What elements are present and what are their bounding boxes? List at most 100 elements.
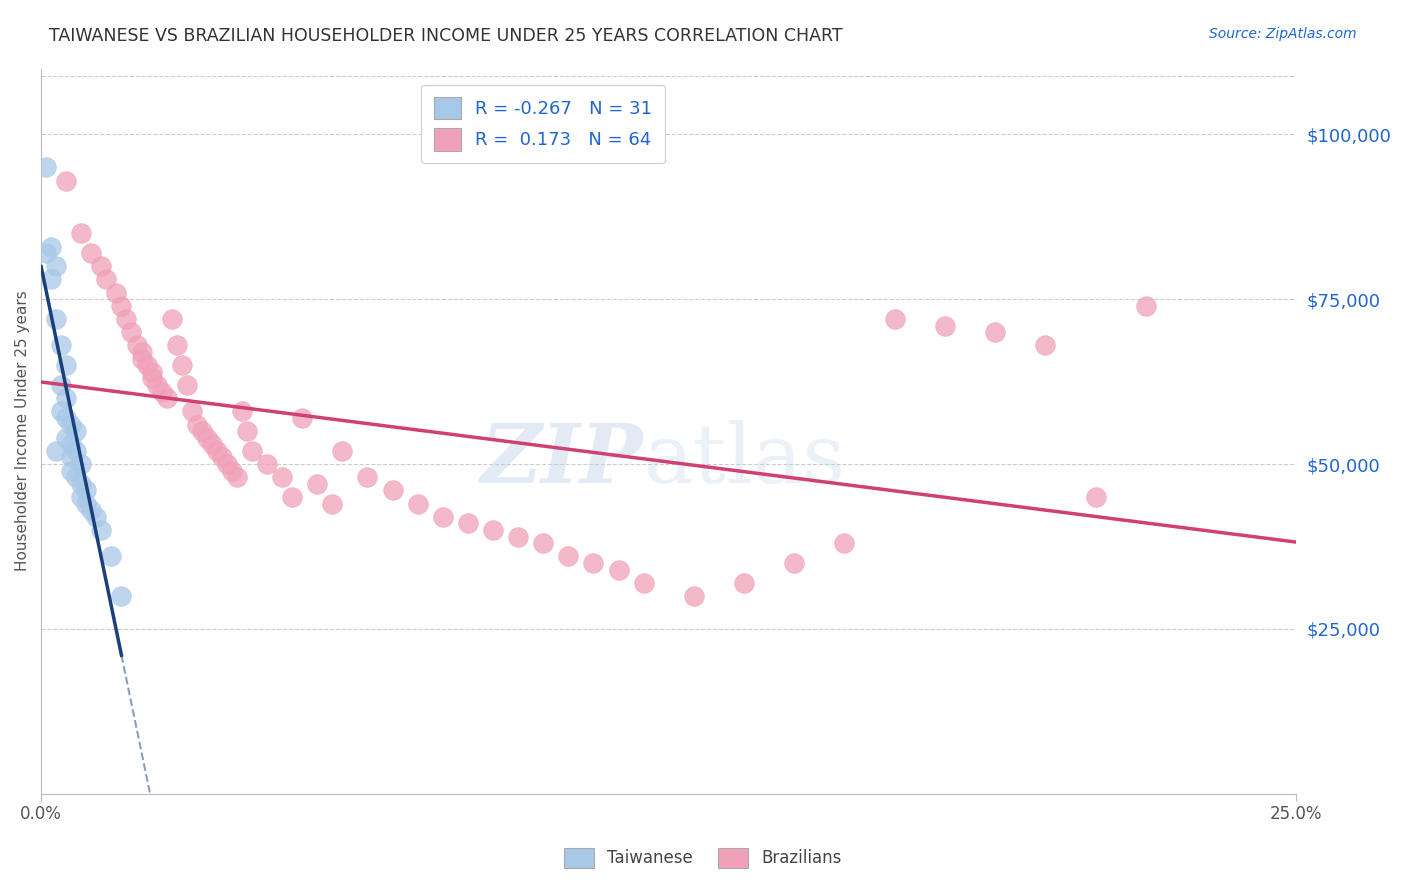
Point [70,227,93,241]
Point [291,411,314,425]
Point [271,470,294,484]
Point [45,312,67,326]
Point [356,470,378,484]
Point [934,318,956,333]
Text: TAIWANESE VS BRAZILIAN HOUSEHOLDER INCOME UNDER 25 YEARS CORRELATION CHART: TAIWANESE VS BRAZILIAN HOUSEHOLDER INCOM… [49,27,842,45]
Legend: R = -0.267   N = 31, R =  0.173   N = 64: R = -0.267 N = 31, R = 0.173 N = 64 [422,85,665,163]
Point [45,443,67,458]
Point [883,312,905,326]
Point [150,384,173,399]
Point [96,272,118,286]
Point [191,424,214,438]
Point [236,424,259,438]
Point [176,378,198,392]
Point [156,391,179,405]
Point [70,490,93,504]
Point [51,404,73,418]
Point [125,338,148,352]
Point [135,358,157,372]
Point [51,338,73,352]
Point [633,575,655,590]
Point [508,530,530,544]
Point [110,299,132,313]
Point [65,443,87,458]
Point [51,378,73,392]
Point [531,536,554,550]
Point [256,457,278,471]
Point [65,424,87,438]
Point [35,246,58,260]
Point [205,443,228,458]
Point [86,509,108,524]
Point [55,411,77,425]
Point [321,497,343,511]
Point [70,457,93,471]
Point [55,391,77,405]
Point [60,450,83,465]
Point [557,549,579,564]
Point [607,562,630,576]
Point [65,470,87,484]
Point [160,312,183,326]
Point [141,365,163,379]
Text: atlas: atlas [644,420,846,500]
Point [115,312,138,326]
Point [1135,299,1157,313]
Point [60,417,83,432]
Point [683,589,706,603]
Point [180,404,202,418]
Point [984,325,1007,339]
Point [482,523,505,537]
Point [332,443,354,458]
Point [211,450,233,465]
Point [80,246,103,260]
Point [195,431,218,445]
Point [75,483,97,498]
Point [145,378,167,392]
Text: ZIP: ZIP [481,420,644,500]
Point [39,239,62,253]
Y-axis label: Householder Income Under 25 years: Householder Income Under 25 years [15,291,30,572]
Point [39,272,62,286]
Point [231,404,253,418]
Point [582,556,605,570]
Point [110,589,132,603]
Point [1033,338,1056,352]
Point [141,371,163,385]
Legend: Taiwanese, Brazilians: Taiwanese, Brazilians [557,841,849,875]
Point [783,556,806,570]
Point [100,549,122,564]
Point [90,260,112,274]
Point [131,351,153,366]
Point [55,173,77,187]
Point [381,483,404,498]
Point [131,345,153,359]
Point [75,497,97,511]
Point [834,536,856,550]
Point [121,325,143,339]
Point [170,358,193,372]
Point [226,470,249,484]
Point [60,464,83,478]
Point [186,417,208,432]
Point [733,575,755,590]
Point [240,443,263,458]
Point [1084,490,1107,504]
Point [221,464,243,478]
Point [457,516,479,531]
Point [70,476,93,491]
Point [281,490,304,504]
Point [307,476,329,491]
Text: Source: ZipAtlas.com: Source: ZipAtlas.com [1209,27,1357,41]
Point [90,523,112,537]
Point [105,285,128,300]
Point [55,358,77,372]
Point [166,338,188,352]
Point [215,457,238,471]
Point [406,497,429,511]
Point [35,161,58,175]
Point [432,509,454,524]
Point [60,437,83,451]
Point [45,260,67,274]
Point [80,503,103,517]
